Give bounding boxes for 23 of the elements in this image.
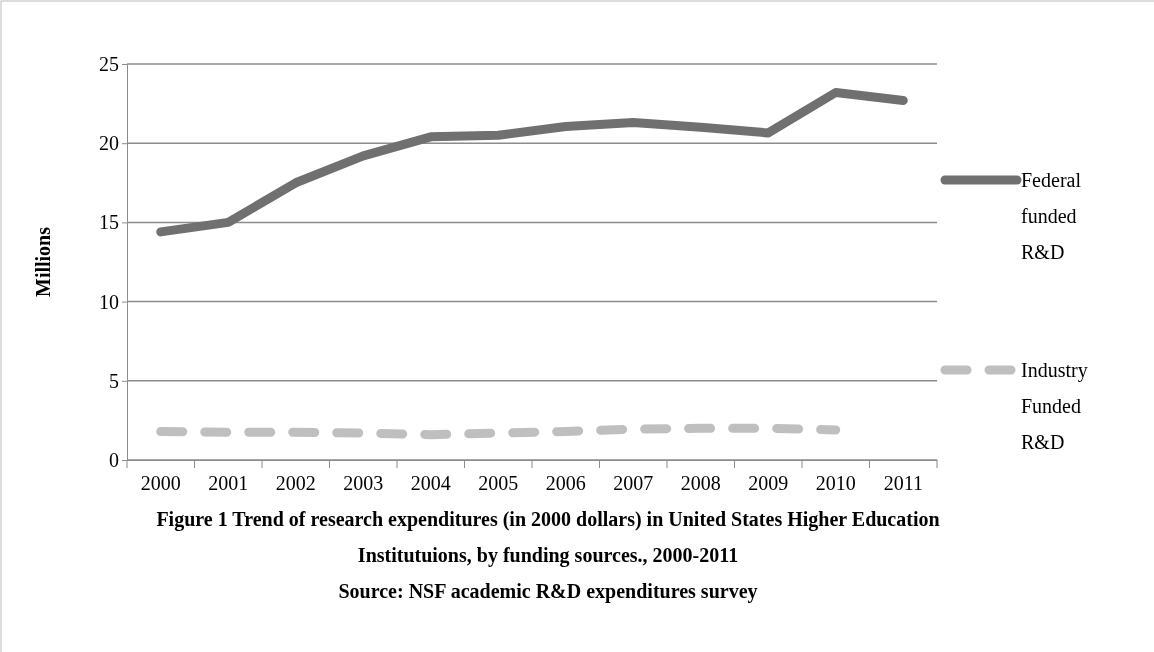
x-tick-label: 2011 (883, 472, 923, 495)
y-tick-label: 0 (109, 448, 119, 471)
x-tick-label: 2002 (275, 472, 316, 495)
x-tick-label: 2003 (343, 472, 384, 495)
x-tick-label: 2005 (478, 472, 519, 495)
x-tick-label: 2010 (815, 472, 856, 495)
x-tick-label: 2006 (545, 472, 586, 495)
text: Figure 1 Trend of research expenditures (in 2000 dollars) in United States Higher Education Institutuions, by funding sources., 2000-2011 (156, 508, 940, 567)
source-note: Source: NSF academic R&D expenditures survey (338, 580, 758, 603)
y-tick-label: 15 (99, 211, 119, 234)
x-tick-label: 2001 (208, 472, 249, 495)
y-tick-label: 5 (109, 369, 119, 392)
x-tick-label: 2004 (410, 472, 451, 495)
legend-label: Industry Funded R&D (1021, 359, 1088, 453)
legend-label: Federal funded R&D (1021, 169, 1082, 263)
x-tick-label: 2009 (748, 472, 789, 495)
y-axis-title: Millions (32, 226, 54, 298)
x-tick-label: 2007 (613, 472, 654, 495)
y-tick-label: 25 (99, 52, 119, 75)
x-tick-label: 2000 (140, 472, 181, 495)
y-tick-label: 20 (99, 132, 119, 155)
y-tick-label: 10 (99, 290, 119, 313)
x-tick-label: 2008 (680, 472, 721, 495)
